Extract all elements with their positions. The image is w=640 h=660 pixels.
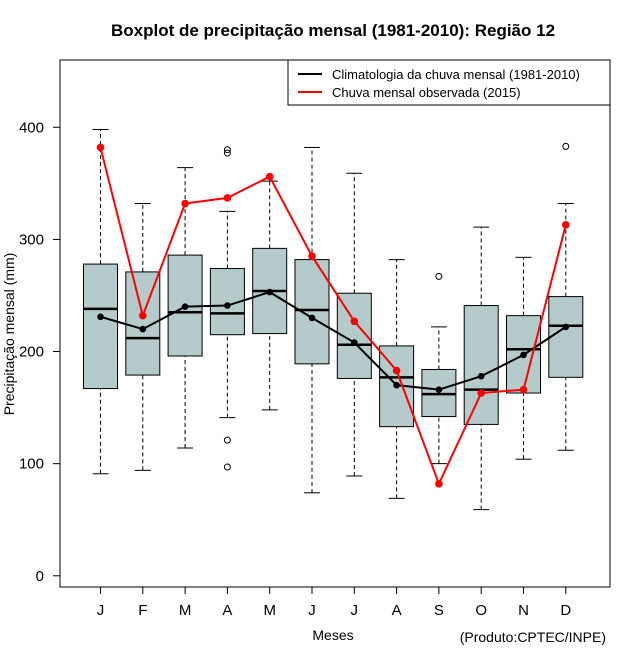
x-tick-label-4: A: [222, 602, 232, 619]
x-tick-label-12: D: [560, 602, 571, 619]
box-10: [463, 305, 499, 425]
x-tick-label-9: S: [434, 602, 444, 619]
y-axis-label: Precipitação mensal (mm): [1, 253, 17, 416]
series-point-climatologia-9: [435, 386, 443, 393]
series-point-climatologia-7: [351, 339, 358, 346]
series-point-observada-1: [96, 143, 105, 152]
series-point-climatologia-6: [308, 314, 316, 322]
outlier-12-1: [562, 142, 570, 150]
x-tick-label-8: A: [392, 602, 402, 619]
series-point-observada-3: [181, 199, 189, 208]
series-point-climatologia-11: [520, 351, 527, 359]
series-point-observada-6: [308, 252, 316, 261]
legend-label-2: Chuva mensal observada (2015): [332, 85, 521, 100]
series-point-observada-10: [477, 389, 486, 397]
x-tick-label-10: O: [475, 602, 487, 619]
series-point-observada-5: [265, 172, 274, 181]
x-tick-label-3: M: [179, 602, 192, 619]
y-tick-label-100: 100: [19, 456, 44, 473]
y-tick-label-400: 400: [19, 119, 44, 136]
outlier-9-1: [435, 272, 443, 280]
x-tick-label-1: J: [97, 602, 105, 619]
x-tick-label-5: M: [263, 602, 276, 619]
credit-label: (Produto:CPTEC/INPE): [460, 629, 606, 645]
series-point-climatologia-5: [266, 288, 274, 296]
series-point-observada-4: [223, 194, 232, 202]
x-tick-label-6: J: [308, 602, 316, 619]
series-point-climatologia-10: [477, 372, 485, 380]
series-point-climatologia-2: [139, 325, 147, 333]
series-point-observada-2: [139, 311, 147, 320]
legend-label-1: Climatologia da chuva mensal (1981-2010): [332, 67, 580, 82]
series-point-observada-8: [392, 366, 401, 375]
series-line-observada: [99, 147, 567, 487]
legend-box: [287, 59, 611, 106]
x-tick-label-11: N: [518, 602, 529, 619]
x-tick-label-2: F: [138, 602, 147, 619]
outlier-4-3: [223, 149, 231, 157]
outlier-4-2: [223, 436, 231, 444]
series-line-climatologia: [100, 291, 567, 391]
series-point-observada-11: [519, 385, 528, 394]
series-point-observada-7: [350, 317, 359, 326]
series-point-climatologia-8: [393, 381, 400, 389]
chart-title: Boxplot de precipitação mensal (1981-201…: [111, 21, 555, 40]
x-axis-label: Meses: [312, 627, 353, 643]
outlier-4-1: [223, 463, 231, 471]
box-1: [83, 263, 118, 390]
series-point-observada-9: [435, 480, 443, 488]
x-tick-label-7: J: [351, 602, 359, 619]
series-point-climatologia-4: [224, 302, 231, 309]
y-tick-label-200: 200: [19, 344, 44, 361]
y-tick-label-300: 300: [19, 231, 44, 248]
series-point-observada-12: [562, 221, 570, 229]
y-tick-label-0: 0: [36, 568, 44, 585]
series-point-climatologia-1: [97, 313, 104, 321]
series-point-climatologia-3: [181, 303, 189, 310]
series-point-climatologia-12: [562, 323, 570, 331]
box-12: [548, 296, 584, 378]
outlier-4-4: [223, 146, 231, 154]
